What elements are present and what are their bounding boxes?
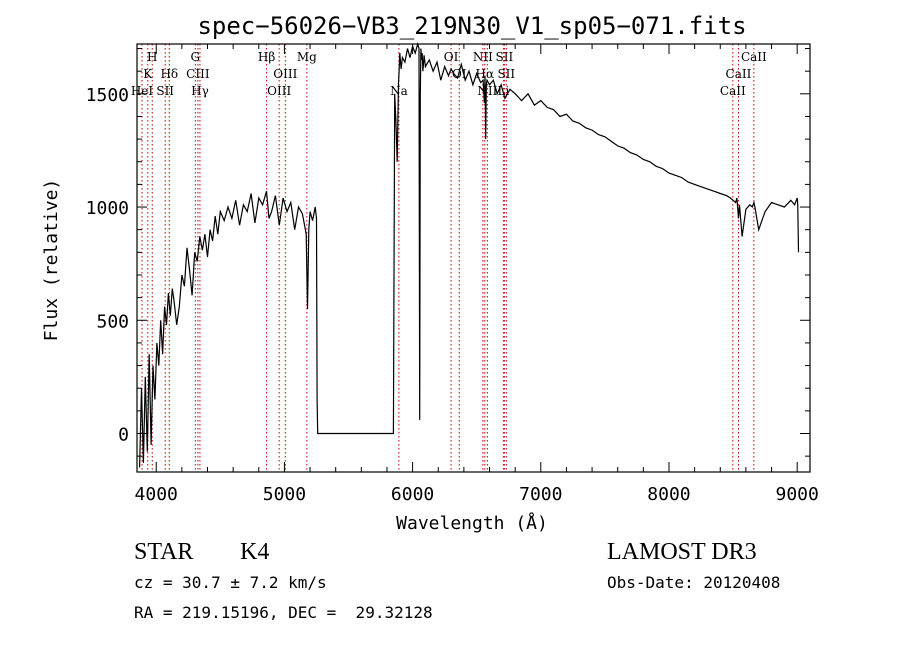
observation-date: Obs-Date: 20120408 bbox=[607, 573, 781, 592]
spectral-line-markers bbox=[141, 44, 755, 472]
line-label-2: HeI bbox=[131, 84, 154, 98]
x-tick-label-2: 6000 bbox=[391, 484, 434, 505]
x-tick-label-4: 8000 bbox=[647, 484, 690, 505]
chart-title: spec−56026−VB3_219N30_V1_sp05−071.fits bbox=[197, 12, 746, 40]
survey-name: LAMOST DR3 bbox=[607, 539, 757, 565]
y-axis-label: Flux (relative) bbox=[41, 179, 62, 342]
x-axis-label: Wavelength (Å) bbox=[396, 512, 548, 534]
line-label-5: G bbox=[191, 50, 201, 64]
y-tick-label-3: 1500 bbox=[86, 85, 129, 106]
line-label-23: CaII bbox=[741, 50, 767, 64]
x-axis-ticks: 4000 5000 6000 7000 8000 9000 bbox=[135, 44, 819, 505]
y-tick-label-1: 500 bbox=[96, 311, 129, 332]
line-label-11: Mg bbox=[297, 50, 317, 64]
line-label-0: K bbox=[143, 67, 153, 81]
y-axis-ticks: 0 500 1000 1500 bbox=[86, 48, 810, 457]
spectrum-line bbox=[139, 41, 800, 468]
line-label-18: SII bbox=[496, 50, 514, 64]
x-tick-label-5: 9000 bbox=[776, 484, 819, 505]
line-label-7: Hγ bbox=[191, 84, 209, 98]
coordinates: RA = 219.15196, DEC = 29.32128 bbox=[134, 603, 433, 622]
y-tick-label-0: 0 bbox=[118, 425, 129, 446]
line-label-19: SII bbox=[497, 67, 515, 81]
object-class: STAR bbox=[134, 539, 194, 565]
x-tick-label-1: 5000 bbox=[263, 484, 306, 505]
line-label-15: NII bbox=[473, 50, 493, 64]
line-label-9: OIII bbox=[267, 84, 291, 98]
x-tick-label-3: 7000 bbox=[519, 484, 562, 505]
redshift-cz: cz = 30.7 ± 7.2 km/s bbox=[134, 573, 327, 592]
object-subclass: K4 bbox=[240, 539, 270, 565]
line-label-6: CIII bbox=[186, 67, 210, 81]
y-tick-label-2: 1000 bbox=[86, 198, 129, 219]
line-label-21: CaII bbox=[720, 84, 746, 98]
plot-frame bbox=[136, 43, 811, 473]
line-label-13: OI bbox=[444, 50, 459, 64]
line-label-1: H bbox=[147, 50, 157, 64]
line-label-8: Hβ bbox=[258, 50, 275, 64]
line-label-10: OIII bbox=[273, 67, 297, 81]
line-label-17: NII bbox=[477, 84, 497, 98]
x-tick-label-0: 4000 bbox=[135, 484, 178, 505]
line-label-22: CaII bbox=[726, 67, 752, 81]
line-label-16: Hα bbox=[475, 67, 494, 81]
line-label-3: SII bbox=[156, 84, 174, 98]
line-label-4: Hδ bbox=[160, 67, 178, 81]
